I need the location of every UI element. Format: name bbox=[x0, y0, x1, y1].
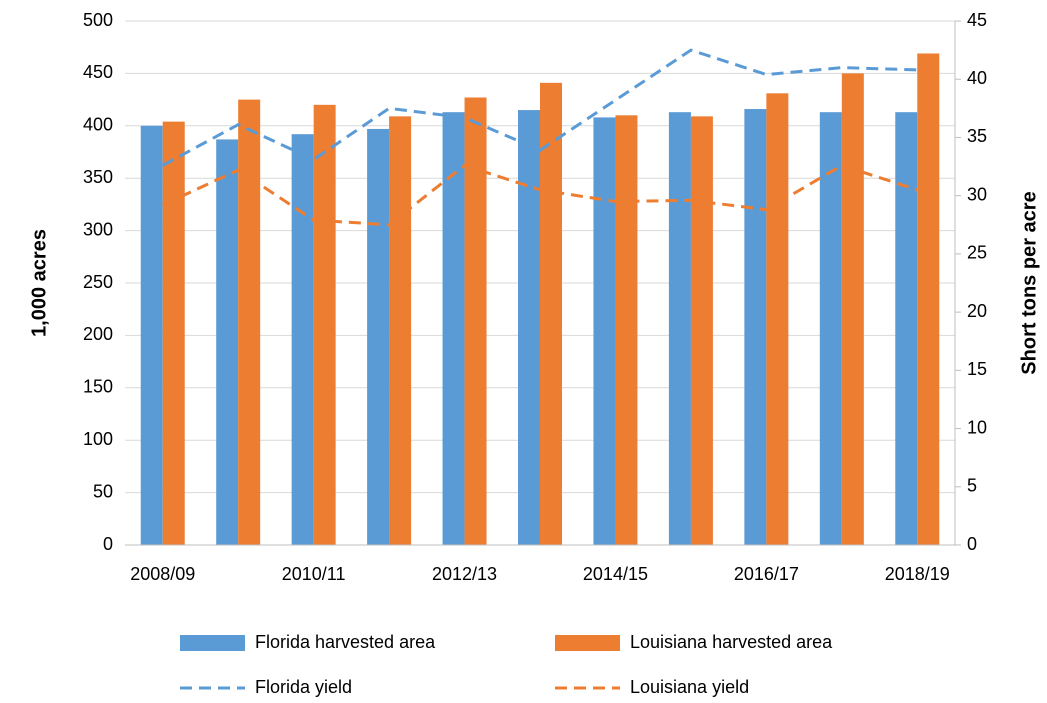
x-tick-label: 2012/13 bbox=[432, 564, 497, 584]
bar bbox=[819, 112, 842, 546]
bar bbox=[668, 112, 691, 546]
bar bbox=[238, 99, 261, 545]
bar bbox=[389, 116, 412, 546]
bar bbox=[442, 112, 465, 546]
y-axis-title: 1,000 acres bbox=[28, 229, 50, 337]
y-tick-label: 150 bbox=[83, 377, 113, 397]
y-tick-label: 0 bbox=[103, 534, 113, 554]
bar bbox=[540, 82, 562, 545]
y2-tick-label: 30 bbox=[967, 184, 987, 204]
bar bbox=[917, 53, 940, 545]
y-tick-label: 400 bbox=[83, 115, 113, 135]
y2-tick-label: 25 bbox=[967, 243, 987, 263]
bar bbox=[367, 128, 390, 545]
y2-tick-label: 40 bbox=[967, 68, 987, 88]
x-tick-label: 2010/11 bbox=[282, 564, 346, 584]
bar bbox=[744, 109, 767, 546]
x-tick-label: 2016/17 bbox=[734, 564, 799, 584]
legend-label: Louisiana harvested area bbox=[630, 632, 833, 652]
y-tick-label: 350 bbox=[83, 167, 113, 187]
y-tick-label: 200 bbox=[83, 324, 113, 344]
legend-label: Florida yield bbox=[255, 677, 352, 697]
bar bbox=[162, 121, 185, 545]
y2-tick-label: 10 bbox=[967, 417, 987, 437]
y-tick-label: 250 bbox=[83, 272, 113, 292]
y2-tick-label: 20 bbox=[967, 301, 987, 321]
y-tick-label: 300 bbox=[83, 219, 113, 239]
bar bbox=[766, 93, 789, 545]
bar bbox=[841, 73, 864, 546]
x-tick-label: 2014/15 bbox=[583, 564, 648, 584]
y2-tick-label: 15 bbox=[967, 359, 987, 379]
y-tick-label: 100 bbox=[83, 429, 113, 449]
bar bbox=[895, 112, 918, 546]
bar bbox=[690, 116, 713, 546]
y-tick-label: 500 bbox=[83, 10, 113, 30]
bar bbox=[140, 125, 163, 546]
line bbox=[162, 163, 918, 227]
bar bbox=[593, 117, 616, 545]
legend-label: Louisiana yield bbox=[630, 677, 749, 697]
bar bbox=[518, 110, 540, 545]
y2-tick-label: 0 bbox=[967, 534, 977, 554]
legend-label: Florida harvested area bbox=[255, 632, 436, 652]
bar bbox=[615, 115, 638, 545]
x-tick-label: 2008/09 bbox=[130, 564, 195, 584]
bar bbox=[313, 104, 336, 545]
y2-tick-label: 35 bbox=[967, 126, 987, 146]
y-tick-label: 450 bbox=[83, 62, 113, 82]
bar bbox=[291, 134, 314, 545]
bar bbox=[464, 97, 487, 545]
x-tick-label: 2018/19 bbox=[885, 564, 950, 584]
y2-tick-label: 5 bbox=[967, 476, 977, 496]
y2-tick-label: 45 bbox=[967, 10, 987, 30]
y2-axis-title: Short tons per acre bbox=[1018, 191, 1040, 374]
legend-swatch bbox=[180, 635, 245, 651]
line bbox=[162, 48, 918, 167]
y-tick-label: 50 bbox=[93, 481, 113, 501]
bar bbox=[216, 139, 239, 545]
legend-swatch bbox=[555, 635, 620, 651]
